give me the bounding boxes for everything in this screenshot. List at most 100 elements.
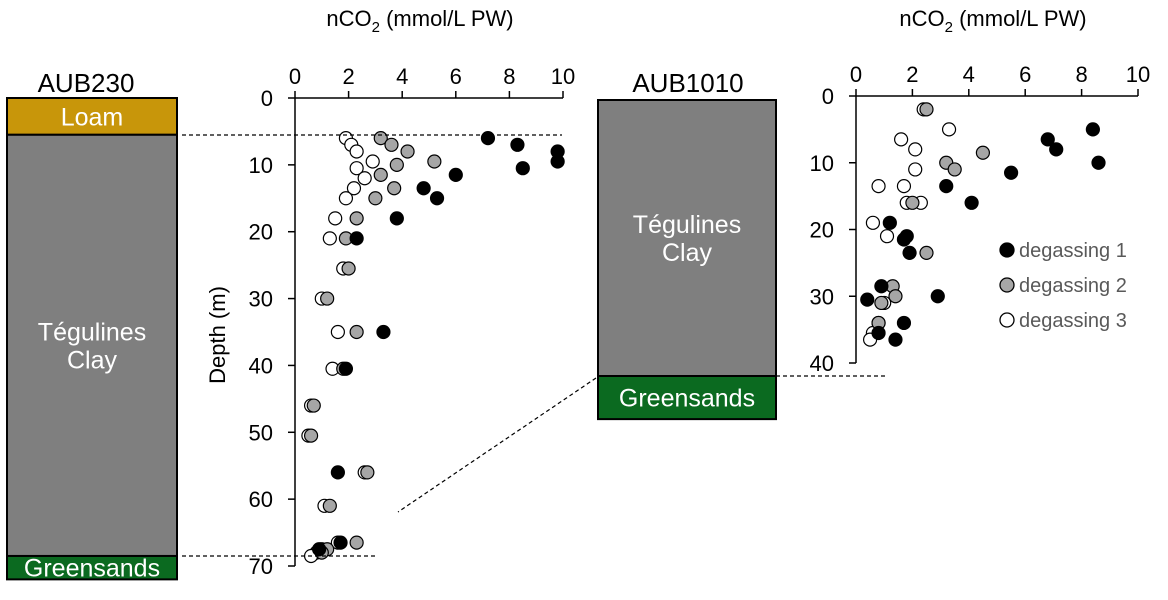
chart-1-degassing-3-point-2 [894, 132, 909, 147]
chart-1-degassing-1-point-11 [874, 279, 889, 294]
chart-0-degassing-3-point-6 [346, 181, 362, 196]
correlation-lines [182, 134, 886, 557]
chart-1-degassing-2-point-7 [888, 289, 903, 304]
chart-0-degassing-3-point-5 [357, 171, 372, 186]
column-aub1010-title: AUB1010 [632, 68, 743, 98]
chart-0-degassing-2-point-1 [384, 137, 399, 152]
chart-0-degassing-2-point-2 [400, 144, 415, 159]
chart-0-degassing-1-point-12 [330, 465, 345, 480]
legend-label-degassing-3: degassing 3 [1019, 310, 1127, 332]
chart-1-degassing-2-point-1 [975, 145, 991, 160]
chart-1-degassing-1-point-0 [1085, 122, 1100, 137]
column-aub230-title: AUB230 [38, 68, 135, 98]
chart-0-ytick-label-40: 40 [249, 353, 273, 378]
correlation-diagonal-line [397, 377, 597, 513]
chart-1-degassing-1-point-14 [896, 315, 912, 331]
chart-0-degassing-3-point-3 [365, 154, 380, 169]
chart-0-ytick-label-30: 30 [249, 287, 273, 312]
legend-label-degassing-2: degassing 2 [1019, 275, 1127, 297]
chart-0-degassing-3-point-2 [349, 144, 364, 159]
chart-1-ytick-label-10: 10 [810, 151, 834, 176]
legend-marker-degassing-1 [999, 242, 1015, 258]
aub230-unit-t-gulines-clay [6, 133, 178, 557]
chart-aub1010: nCO2 (mmol/L PW) 0 2 4 6 8 10 0 10 20 30 40 [810, 6, 1151, 376]
chart-1-degassing-1-point-2 [1049, 142, 1064, 157]
chart-1-degassing-3-point-6 [896, 179, 912, 194]
chart-0-ytick-label-10: 10 [249, 153, 273, 178]
legend-label-degassing-1: degassing 1 [1019, 240, 1127, 262]
chart-1-xtick-label-2: 2 [906, 62, 918, 87]
chart-0-degassing-1-point-6 [416, 181, 431, 196]
chart-1-degassing-2-point-5 [919, 245, 934, 260]
chart-1-xtick-label-4: 4 [963, 62, 975, 87]
chart-0-degassing-1-point-0 [480, 131, 496, 146]
chart-0-degassing-2-point-16 [360, 465, 375, 480]
chart-0-xtick-label-0: 0 [289, 64, 301, 89]
chart-1-xtick-label-8: 8 [1075, 62, 1087, 87]
column-aub1010: AUB1010 Tégulines Clay Greensands [597, 68, 777, 421]
aub230-unit-loam-label: Loam [61, 103, 124, 131]
chart-0-degassing-2-point-14 [306, 398, 321, 413]
chart-0-degassing-3-point-4 [349, 161, 364, 176]
chart-1-degassing-1-point-15 [871, 325, 886, 341]
chart-1-degassing-1-point-1 [1040, 132, 1055, 147]
chart-1-degassing-2-point-3 [947, 162, 962, 177]
chart-1-xtick-label-10: 10 [1126, 62, 1150, 87]
chart-1-degassing-1-point-5 [939, 179, 954, 194]
chart-0-xtick-label-10: 10 [551, 64, 575, 89]
chart-aub230-xlabel: nCO2 (mmol/L PW) [326, 6, 513, 36]
chart-0-degassing-2-point-6 [387, 181, 402, 196]
chart-0-degassing-1-point-8 [389, 211, 404, 226]
legend-marker-degassing-2 [999, 277, 1015, 293]
chart-1-ytick-label-0: 0 [822, 84, 834, 109]
chart-0-degassing-2-point-7 [368, 191, 383, 206]
chart-1-degassing-2-point-4 [905, 195, 920, 210]
aub230-unit-t-gulines-clay-label: Tégulines Clay [38, 318, 146, 374]
chart-1-degassing-3-point-4 [908, 162, 923, 177]
chart-1-degassing-3-point-9 [865, 215, 881, 230]
chart-aub230-ylabel: Depth (m) [205, 286, 230, 384]
chart-1-degassing-1-point-13 [860, 292, 875, 307]
chart-1-ytick-label-20: 20 [810, 218, 834, 243]
chart-0-degassing-1-point-4 [515, 161, 530, 176]
chart-1-degassing-1-point-3 [1091, 155, 1106, 170]
chart-0-degassing-2-point-5 [373, 167, 388, 182]
chart-0-xtick-label-2: 2 [342, 64, 354, 89]
chart-1-degassing-1-point-6 [964, 195, 979, 210]
chart-1-degassing-3-point-5 [871, 179, 886, 194]
chart-0-degassing-3-point-8 [328, 211, 343, 226]
chart-0-degassing-2-point-17 [322, 498, 337, 513]
legend-marker-degassing-3 [999, 312, 1015, 328]
column-aub230: AUB230 Loam Tégulines Clay Greensands [6, 68, 178, 583]
chart-1-degassing-3-point-3 [908, 142, 923, 157]
chart-1-degassing-2-point-0 [919, 102, 934, 117]
chart-0-ytick-label-0: 0 [261, 86, 273, 111]
chart-1-xtick-label-0: 0 [850, 62, 862, 87]
chart-0-degassing-1-point-1 [510, 137, 525, 152]
chart-1-xtick-label-6: 6 [1019, 62, 1031, 87]
chart-0-degassing-2-point-12 [349, 324, 364, 340]
chart-0-degassing-1-point-9 [349, 231, 364, 246]
chart-0-ytick-label-20: 20 [249, 220, 273, 245]
aub230-unit-greensands-label: Greensands [24, 555, 160, 583]
chart-0-degassing-2-point-0 [373, 131, 388, 146]
chart-1-degassing-1-point-7 [882, 215, 897, 230]
chart-0-xtick-label-4: 4 [396, 64, 408, 89]
chart-0-degassing-3-point-12 [330, 324, 345, 340]
chart-0-degassing-1-point-14 [312, 542, 327, 557]
chart-1-ytick-label-40: 40 [810, 351, 834, 376]
chart-0-xtick-label-6: 6 [450, 64, 462, 89]
chart-1-degassing-1-point-16 [888, 332, 903, 347]
chart-0-degassing-2-point-4 [389, 157, 404, 172]
chart-0-degassing-3-point-9 [322, 231, 337, 246]
chart-0-xtick-label-8: 8 [503, 64, 515, 89]
chart-1-degassing-1-point-9 [896, 232, 912, 247]
chart-1-degassing-1-point-4 [1003, 165, 1019, 180]
chart-1-degassing-3-point-1 [941, 122, 957, 137]
chart-1-degassing-3-point-10 [879, 229, 895, 244]
chart-0-ytick-label-50: 50 [249, 420, 273, 445]
legend: degassing 1 degassing 2 degassing 3 [999, 240, 1127, 332]
aub1010-unit-greensands-label: Greensands [619, 385, 755, 413]
aub230-unit-greensands [6, 554, 178, 581]
chart-0-degassing-1-point-10 [376, 324, 391, 340]
